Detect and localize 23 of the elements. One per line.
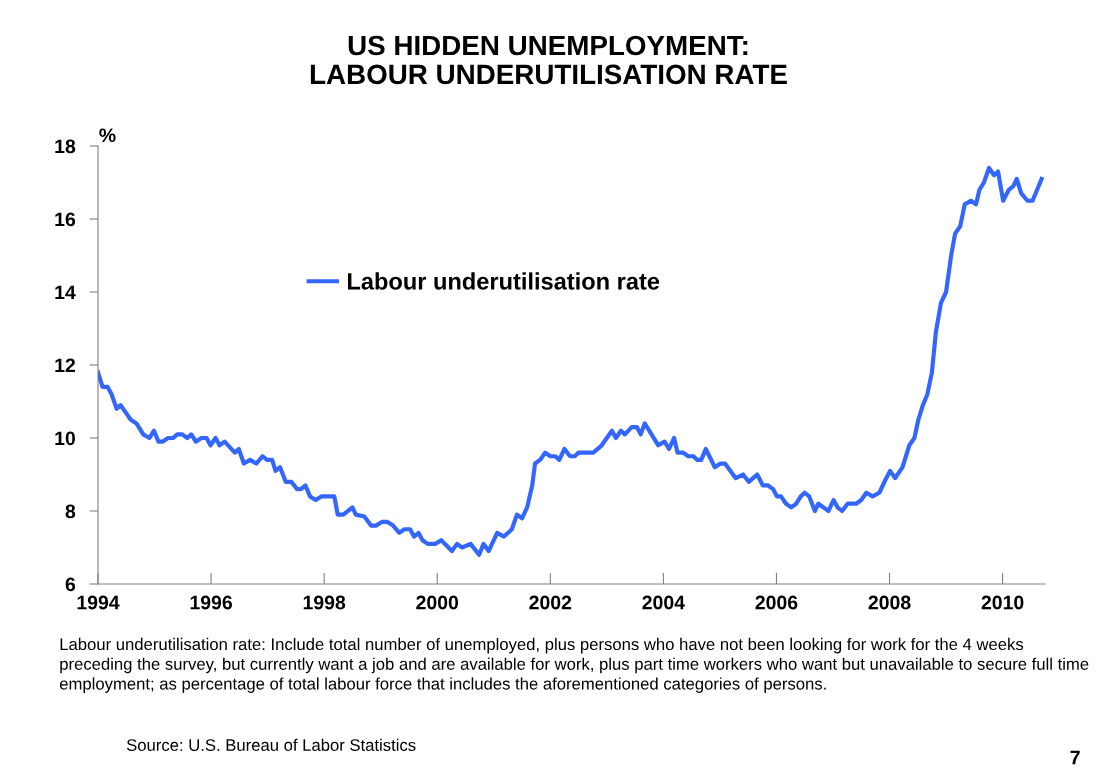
x-tick-label: 1998 [303,595,346,610]
y-tick-label: 8 [65,504,76,519]
x-tick-label: 2002 [529,595,572,610]
x-tick-label: 1996 [190,595,232,610]
source-note: Source: U.S. Bureau of Labor Statistics [126,738,416,751]
y-tick-label: 14 [55,285,76,300]
x-tick-label: 2010 [981,595,1024,610]
y-tick-label: 18 [55,139,76,154]
y-tick-label: 12 [55,358,75,373]
y-tick-label: 6 [65,577,76,592]
y-axis-title: % [99,128,116,143]
x-tick-label: 2000 [416,595,459,610]
text: 7 [1070,750,1080,765]
text: Labour underutilisation rate: Include total number of unemployed, plus persons who have not been looking for work for the 4 weeks preceding the survey, but currently want a job and are available for work, plus part time workers who want but unavailable to secure full time employment; as percentage of total labour force that includes the aforementioned categories of persons. [59,637,1089,693]
x-tick-label: 2004 [642,595,685,610]
y-tick-label: 16 [55,212,76,227]
y-tick-label: 10 [55,431,75,446]
chart-title: US HIDDEN UNEMPLOYMENT: LABOUR UNDERUTILISATION RATE [310,35,787,85]
legend-label: Labour underutilisation rate [348,272,660,290]
x-tick-label: 1994 [77,595,120,610]
x-tick-label: 2008 [868,595,911,610]
x-tick-label: 2006 [755,595,798,610]
line-series [98,165,1044,557]
